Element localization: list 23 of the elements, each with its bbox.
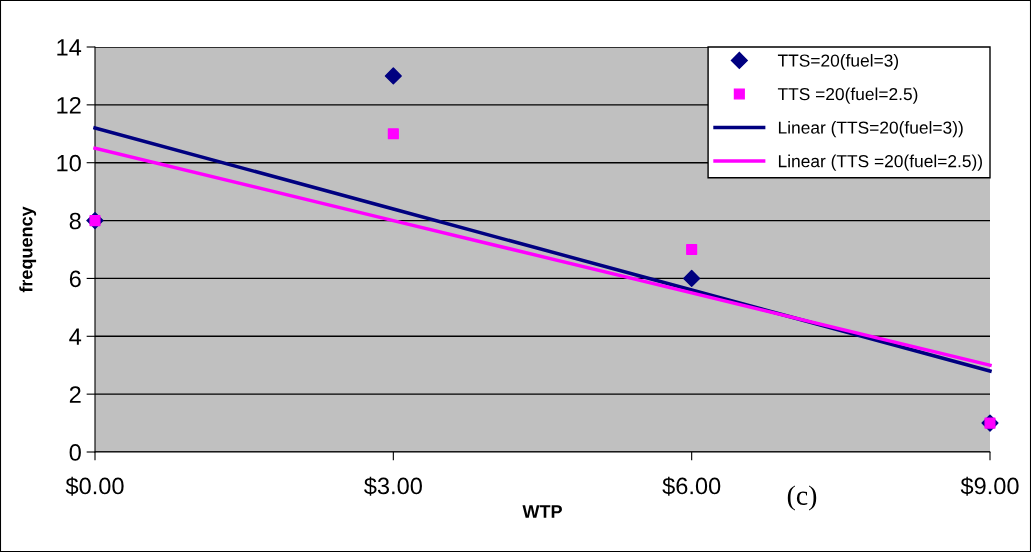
y-tick-label: 12 [57, 96, 81, 114]
y-tick-label: 14 [57, 39, 82, 56]
point [387, 128, 399, 140]
y-tick-label: 4 [69, 328, 82, 345]
x-tick-label: $6.00 [662, 476, 721, 496]
legend-label: Linear (TTS =20(fuel=2.5)) [778, 154, 982, 171]
x-axis-title: WTP [522, 505, 562, 518]
legend-label: TTS=20(fuel=3) [777, 53, 899, 71]
x-tick-label: $3.00 [364, 476, 422, 496]
point [686, 243, 698, 256]
point [384, 67, 402, 85]
y-tick-label: 0 [69, 444, 81, 461]
text: (c) [787, 485, 817, 511]
y-tick-label: 6 [69, 270, 81, 288]
point [683, 269, 701, 287]
y-tick-label: 8 [69, 212, 81, 230]
y-tick-label: 2 [69, 386, 81, 403]
y-tick-label: 10 [57, 154, 81, 172]
y-axis-title: frequency [19, 206, 37, 293]
legend-label: TTS =20(fuel=2.5) [777, 87, 918, 104]
legend-label: Linear (TTS=20(fuel=3)) [778, 121, 963, 138]
x-tick-label: $0.00 [65, 476, 124, 496]
x-tick-label: $9.00 [960, 476, 1019, 496]
